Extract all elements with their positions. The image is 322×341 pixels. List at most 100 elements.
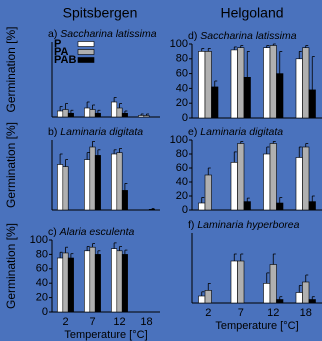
x-tick-label: 7	[238, 307, 244, 319]
bar	[116, 250, 123, 313]
legend-label: PA	[54, 46, 69, 58]
y-tick-label: 60	[176, 68, 188, 80]
bar	[308, 201, 316, 211]
bar	[204, 290, 212, 304]
bar	[198, 51, 206, 119]
bar	[84, 159, 91, 211]
y-axis-label: Germination [%]	[4, 122, 18, 208]
bar	[308, 89, 316, 119]
bar	[211, 86, 219, 119]
bar	[295, 157, 303, 211]
bar	[230, 49, 238, 119]
bar	[263, 283, 271, 304]
y-tick-label: 40	[176, 82, 188, 94]
y-tick-label: 40	[176, 176, 188, 188]
panel-label: a)	[48, 28, 57, 40]
panel-label: d)	[188, 30, 197, 42]
panel-species: Laminaria hyperborea	[197, 219, 299, 231]
bar	[94, 254, 101, 313]
y-tick-label: 0	[42, 306, 48, 318]
panel-title: b) Laminaria digitata	[48, 126, 143, 138]
panel-label: f)	[188, 219, 194, 231]
bar	[62, 252, 69, 313]
column-header: Spitsbergen	[63, 5, 138, 21]
y-tick-label: 0	[182, 112, 188, 124]
bar	[198, 295, 206, 304]
x-tick-label: 2	[205, 307, 211, 319]
bar	[116, 152, 123, 211]
panel-title: d) Saccharina latissima	[188, 30, 297, 42]
y-tick-label: 100	[30, 234, 48, 246]
panel-species: Saccharina latissima	[200, 30, 296, 42]
y-tick-label: 0	[182, 204, 188, 216]
bar	[243, 201, 251, 211]
bar	[263, 153, 271, 211]
bar	[276, 299, 284, 304]
y-tick-label: 80	[36, 248, 48, 260]
y-axis-label: Germination [%]	[4, 26, 18, 112]
bar	[276, 202, 284, 211]
bar	[276, 73, 284, 119]
panel-title: e) Laminaria digitata	[188, 126, 283, 138]
bar	[237, 260, 245, 304]
y-tick-label: 20	[176, 97, 188, 109]
legend-swatch	[77, 49, 95, 55]
x-tick-label: 12	[113, 316, 125, 328]
x-tick-label: 12	[267, 307, 279, 319]
y-tick-label: 60	[176, 162, 188, 174]
bar	[230, 260, 238, 304]
bar	[94, 155, 101, 211]
bar	[121, 254, 128, 313]
panel-title: f) Laminaria hyperborea	[188, 219, 300, 231]
bar	[308, 299, 316, 304]
y-axis-label: Germination [%]	[4, 223, 18, 309]
panel-title: c) Alaria esculenta	[48, 226, 135, 238]
bar	[57, 110, 64, 118]
bar	[204, 174, 212, 211]
y-tick-label: 20	[176, 190, 188, 202]
bar	[143, 115, 150, 118]
panel-label: e)	[188, 126, 197, 138]
bar	[84, 250, 91, 313]
bar	[237, 143, 245, 211]
panel-label: b)	[48, 126, 57, 138]
bar	[57, 164, 64, 211]
panel-title: a) Saccharina latissima	[48, 28, 157, 40]
bar	[116, 107, 123, 118]
y-tick-label: 80	[176, 53, 188, 65]
legend-label: PAB	[54, 54, 76, 66]
bar	[121, 190, 128, 211]
bar	[62, 166, 69, 211]
y-tick-label: 80	[176, 148, 188, 160]
bar	[198, 202, 206, 211]
x-tick-label: 18	[140, 316, 152, 328]
bar	[269, 143, 277, 211]
y-tick-label: 20	[36, 292, 48, 304]
column-header: Helgoland	[220, 5, 283, 21]
y-tick-label: 100	[170, 134, 188, 146]
panel-species: Laminaria digitata	[60, 126, 143, 138]
bar	[263, 47, 271, 119]
bar	[302, 146, 310, 211]
x-tick-label: 2	[62, 316, 68, 328]
bar	[230, 162, 238, 211]
legend-swatch	[77, 41, 95, 47]
bar	[237, 47, 245, 119]
bar	[121, 112, 128, 118]
bar	[62, 109, 69, 118]
bar	[89, 246, 96, 313]
bar	[302, 47, 310, 119]
bar	[204, 51, 212, 119]
bar	[89, 109, 96, 118]
bar	[269, 45, 277, 119]
bar	[111, 153, 118, 211]
bar	[111, 248, 118, 313]
bar	[138, 115, 145, 118]
bar	[295, 292, 303, 304]
y-tick-label: 100	[170, 38, 188, 50]
bar	[148, 209, 155, 211]
x-axis-label: Temperature [°C]	[215, 320, 298, 332]
panel-species: Alaria esculenta	[59, 226, 135, 238]
